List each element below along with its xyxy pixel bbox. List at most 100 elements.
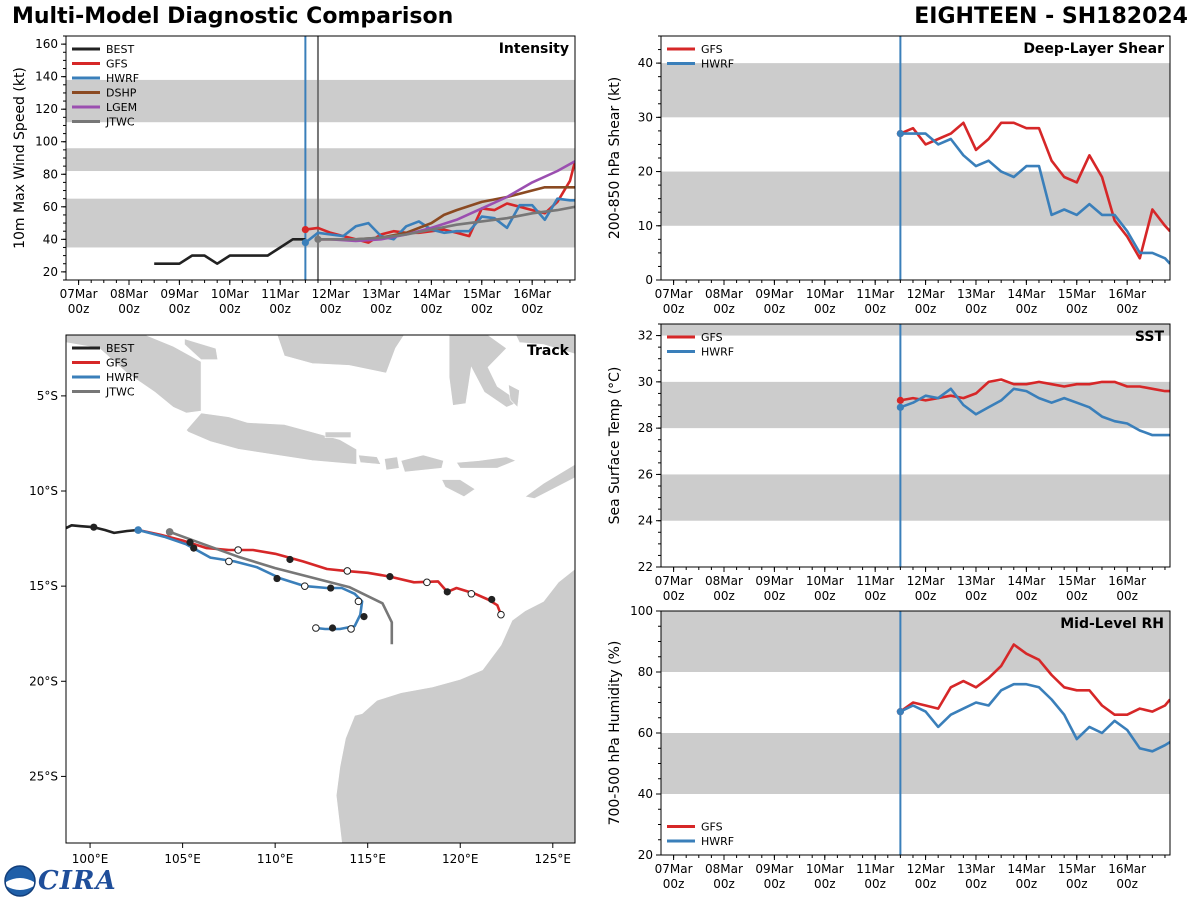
sst-ytick-label: 26 bbox=[638, 467, 653, 481]
shear-xtick-label: 07Mar 00z bbox=[655, 287, 693, 316]
sulawesi-land bbox=[448, 335, 521, 408]
shear-band-1 bbox=[661, 63, 1170, 118]
sst-ytick-label: 24 bbox=[638, 514, 653, 528]
intensity-legend-label-lgem: LGEM bbox=[106, 101, 137, 114]
shear-start-point-hwrf bbox=[896, 130, 904, 138]
intensity-xtick-label: 13Mar 00z bbox=[362, 287, 400, 316]
intensity-band-2 bbox=[66, 79, 575, 123]
shear-xtick-label: 14Mar 00z bbox=[1007, 287, 1045, 316]
sst-legend-label-hwrf: HWRF bbox=[701, 346, 734, 359]
bangka-land bbox=[184, 338, 219, 361]
sst-title: SST bbox=[1135, 329, 1165, 345]
shear-xtick-label: 09Mar 00z bbox=[755, 287, 793, 316]
rh-frame bbox=[660, 610, 1171, 856]
track-point-filled-gfs bbox=[186, 538, 194, 546]
rh-xtick-label: 11Mar 00z bbox=[856, 862, 894, 891]
sst-xtick-label: 09Mar 00z bbox=[755, 574, 793, 603]
intensity-xtick-label: 12Mar 00z bbox=[312, 287, 350, 316]
track-point-open-gfs bbox=[234, 546, 242, 554]
track-point-filled-gfs bbox=[443, 588, 451, 596]
track-title: Track bbox=[527, 343, 570, 359]
sst-xtick-label: 15Mar 00z bbox=[1058, 574, 1096, 603]
track-point-filled-best bbox=[90, 523, 98, 531]
track-panel: 100°E 105°E 110°E 115°E 120°E 125°E 5°S 10°S 15°… bbox=[29, 334, 576, 866]
track-ytick-label: 15°S bbox=[29, 579, 58, 593]
sst-legend-label-gfs: GFS bbox=[701, 331, 723, 344]
intensity-frame bbox=[65, 35, 576, 281]
sst-xtick-label: 13Mar 00z bbox=[957, 574, 995, 603]
sumbawa-land bbox=[400, 454, 444, 473]
track-frame bbox=[65, 334, 576, 844]
shear-legend: GFS HWRF bbox=[667, 43, 734, 71]
intensity-xtick-label: 16Mar 00z bbox=[513, 287, 551, 316]
timor-land bbox=[524, 464, 575, 499]
shear-ytick-label: 40 bbox=[638, 56, 653, 70]
track-legend-label-best: BEST bbox=[106, 342, 134, 355]
java-land bbox=[185, 412, 357, 465]
track-xtick-label: 125°E bbox=[535, 852, 572, 866]
lombok-land bbox=[384, 456, 400, 471]
intensity-series-hwrf bbox=[304, 197, 575, 244]
track-legend-label-jtwc: JTWC bbox=[105, 386, 135, 399]
rh-ytick-label: 60 bbox=[638, 726, 653, 740]
intensity-title: Intensity bbox=[499, 41, 569, 57]
storm-id-title: EIGHTEEN - SH182024 bbox=[914, 4, 1188, 29]
rh-band-1 bbox=[661, 611, 1170, 672]
track-start-point-jtwc bbox=[165, 528, 174, 536]
shear-frame bbox=[660, 35, 1171, 281]
track-point-filled-hwrf bbox=[360, 612, 368, 621]
rh-xtick-label: 13Mar 00z bbox=[957, 862, 995, 891]
track-start-point-hwrf bbox=[134, 526, 142, 534]
shear-legend-label-gfs: GFS bbox=[701, 43, 723, 56]
track-xtick-label: 100°E bbox=[72, 852, 109, 866]
flores-land bbox=[455, 456, 517, 469]
sst-xtick-label: 07Mar 00z bbox=[655, 574, 693, 603]
track-point-open-gfs bbox=[423, 578, 431, 587]
intensity-ytick-label: 20 bbox=[43, 265, 58, 279]
rh-ytick-label: 40 bbox=[638, 787, 653, 801]
sst-band-0 bbox=[661, 474, 1170, 521]
intensity-start-point-jtwc bbox=[314, 235, 322, 243]
rh-series-gfs bbox=[899, 643, 1170, 717]
sst-ytick-label: 30 bbox=[638, 375, 653, 389]
intensity-xtick-label: 08Mar 00z bbox=[110, 287, 148, 316]
rh-xtick-label: 15Mar 00z bbox=[1058, 862, 1096, 891]
intensity-band-1 bbox=[66, 148, 575, 172]
borneo-land bbox=[276, 335, 405, 374]
sst-xtick-label: 14Mar 00z bbox=[1007, 574, 1045, 603]
rh-ytick-label: 100 bbox=[630, 604, 653, 618]
intensity-ytick-label: 40 bbox=[43, 232, 58, 246]
intensity-xtick-label: 14Mar 00z bbox=[412, 287, 450, 316]
shear-xtick-label: 13Mar 00z bbox=[957, 287, 995, 316]
sst-series-hwrf bbox=[899, 387, 1170, 437]
rh-ytick-label: 80 bbox=[638, 665, 653, 679]
shear-xtick-label: 10Mar 00z bbox=[806, 287, 844, 316]
sst-xtick-label: 10Mar 00z bbox=[806, 574, 844, 603]
sst-ytick-label: 32 bbox=[638, 329, 653, 343]
track-best bbox=[66, 523, 139, 535]
intensity-legend-label-hwrf: HWRF bbox=[106, 72, 139, 85]
intensity-ytick-label: 60 bbox=[43, 200, 58, 214]
sst-xtick-label: 16Mar 00z bbox=[1108, 574, 1146, 603]
sst-xtick-label: 08Mar 00z bbox=[705, 574, 743, 603]
intensity-series-lgem bbox=[318, 160, 575, 243]
track-point-filled-gfs bbox=[386, 573, 394, 581]
track-xtick-label: 115°E bbox=[349, 852, 386, 866]
intensity-legend-label-gfs: GFS bbox=[106, 58, 128, 71]
intensity-legend-label-best: BEST bbox=[106, 43, 134, 56]
intensity-series-best bbox=[154, 238, 306, 266]
noaa-seal-icon bbox=[4, 865, 36, 897]
rh-xtick-label: 08Mar 00z bbox=[705, 862, 743, 891]
shear-xtick-label: 15Mar 00z bbox=[1058, 287, 1096, 316]
track-point-filled-gfs bbox=[488, 595, 496, 604]
intensity-legend-label-dshp: DSHP bbox=[106, 87, 137, 100]
australia-land bbox=[335, 568, 575, 843]
rh-xtick-label: 09Mar 00z bbox=[755, 862, 793, 891]
track-point-filled-hwrf bbox=[273, 574, 281, 583]
track-point-open-hwrf bbox=[354, 597, 363, 606]
intensity-ytick-label: 100 bbox=[35, 135, 58, 149]
rh-series-hwrf bbox=[899, 682, 1170, 753]
shear-ytick-label: 20 bbox=[638, 165, 653, 179]
track-ytick-label: 5°S bbox=[37, 389, 58, 403]
